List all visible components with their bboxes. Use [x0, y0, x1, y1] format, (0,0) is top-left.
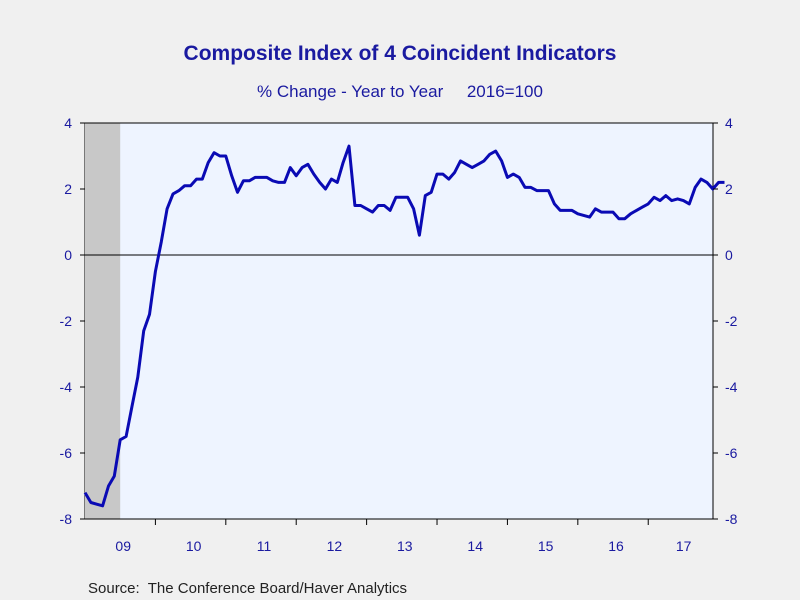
x-tick-label: 12: [327, 538, 343, 554]
x-tick-label: 13: [397, 538, 413, 554]
source-note: Source: The Conference Board/Haver Analy…: [88, 580, 407, 597]
y-tick-label-left: -6: [60, 445, 73, 461]
y-tick-label-left: -2: [60, 313, 73, 329]
plot-area: [83, 122, 725, 520]
chart-subtitle: % Change - Year to Year 2016=100: [257, 82, 543, 101]
right-y-axis: 4 2 0 -2 -4 -6 -8: [713, 115, 738, 527]
x-axis: 09 10 11 12 13 14 15 16 17: [115, 519, 692, 554]
y-tick-label-right: -4: [725, 379, 738, 395]
plot-background: [84, 122, 714, 520]
y-tick-label-right: -2: [725, 313, 738, 329]
y-tick-label-left: 4: [64, 115, 72, 131]
left-y-axis: 4 2 0 -2 -4 -6 -8: [60, 115, 85, 527]
x-tick-label: 11: [257, 538, 272, 554]
y-tick-label-right: 0: [725, 247, 733, 263]
x-tick-label: 15: [538, 538, 554, 554]
y-tick-label-right: 4: [725, 115, 733, 131]
series-line: [83, 144, 725, 508]
recession-shading: [85, 123, 121, 519]
y-tick-label-right: -8: [725, 511, 738, 527]
chart-title: Composite Index of 4 Coincident Indicato…: [184, 42, 617, 65]
y-tick-label-left: 2: [64, 181, 72, 197]
y-tick-label-right: -6: [725, 445, 738, 461]
x-tick-label: 09: [115, 538, 131, 554]
x-tick-label: 16: [608, 538, 624, 554]
y-tick-label-left: -8: [60, 511, 73, 527]
x-tick-label: 17: [676, 538, 692, 554]
x-tick-label: 10: [186, 538, 202, 554]
y-tick-label-right: 2: [725, 181, 733, 197]
y-tick-label-left: 0: [64, 247, 72, 263]
x-tick-label: 14: [467, 538, 483, 554]
y-tick-label-left: -4: [60, 379, 73, 395]
